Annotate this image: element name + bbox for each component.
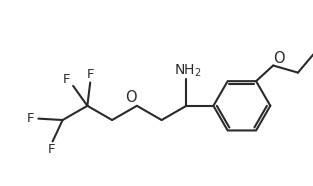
Text: O: O (274, 51, 285, 66)
Text: F: F (27, 112, 34, 125)
Text: NH$_2$: NH$_2$ (174, 63, 202, 79)
Text: F: F (48, 143, 55, 156)
Text: O: O (126, 90, 137, 105)
Text: F: F (63, 73, 71, 86)
Text: F: F (87, 68, 95, 81)
